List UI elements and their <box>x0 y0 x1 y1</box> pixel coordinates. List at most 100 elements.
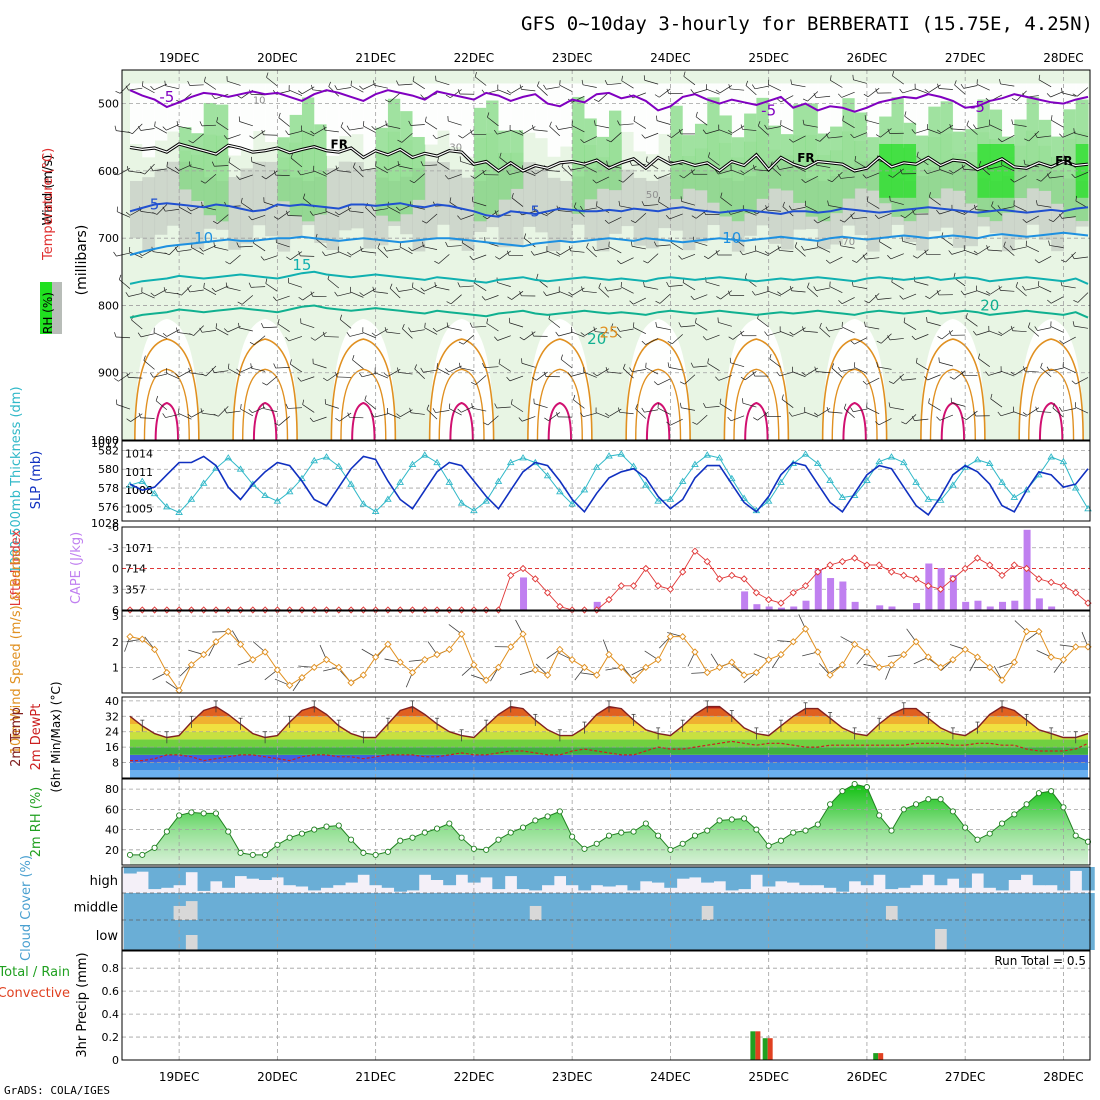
wind-barb <box>313 170 327 177</box>
thickness-point <box>715 454 724 461</box>
wind-barb-flag <box>978 353 981 359</box>
thickness-tick: 578 <box>98 482 119 495</box>
wind-barb <box>928 84 941 93</box>
wind-barb <box>607 371 622 374</box>
cloud-bar-middle <box>271 893 285 920</box>
cloud-bar-middle <box>541 893 555 920</box>
day-label-top: 26DEC <box>847 51 887 65</box>
panel-frame <box>121 950 1091 1061</box>
wind-barb <box>189 84 204 86</box>
wind-barb <box>963 168 978 171</box>
cloud-bar-high <box>381 867 395 888</box>
wind-barb-flag <box>916 151 919 157</box>
wind-barb <box>461 406 475 413</box>
wind-barb-flag <box>213 242 215 248</box>
wind-barb <box>672 334 683 345</box>
thickness-point <box>1010 493 1019 500</box>
lifted-tick: 3 <box>112 583 119 596</box>
thickness-point <box>470 506 478 514</box>
wind-barb <box>436 325 450 332</box>
wind-speed-point <box>961 645 969 654</box>
wind-barb-flag <box>347 412 350 418</box>
wind-barb <box>177 249 192 252</box>
wind-barb <box>325 403 339 409</box>
wind-barb <box>486 210 499 220</box>
thickness-point <box>249 480 257 487</box>
wind-barb <box>964 249 978 256</box>
wind-barb-flag <box>876 361 879 368</box>
cape-bar <box>765 606 773 610</box>
wind-barb <box>128 377 143 379</box>
wind-barb-flag <box>924 89 930 93</box>
isotherm-35-lobe <box>449 401 474 441</box>
wind-barb <box>571 331 585 338</box>
isotherm-minus5-line <box>129 89 1089 113</box>
wind-barb <box>438 254 450 264</box>
thickness-point <box>433 458 441 466</box>
wind-barb <box>656 120 671 125</box>
wind-barb-flag <box>285 336 289 342</box>
cloud-bar-middle <box>885 893 899 906</box>
cloud-bar-low <box>787 920 800 950</box>
wind-barb <box>819 131 831 142</box>
precip-tick: 0.6 <box>102 985 120 998</box>
wind-barb-flag <box>596 201 598 207</box>
rh-point <box>225 828 232 835</box>
wind-barb <box>1026 245 1040 252</box>
precip-total-bar <box>762 1038 768 1060</box>
wind-barb <box>386 248 401 252</box>
rh-point <box>286 834 293 841</box>
wind-barb-flag <box>487 112 490 118</box>
wind-barb-flag <box>776 165 780 170</box>
wind-barb <box>204 81 217 90</box>
rh-gray-band <box>547 177 561 251</box>
wind-barb <box>389 92 401 103</box>
wind-speed-point <box>924 653 932 661</box>
wind-barb <box>1038 285 1052 293</box>
wind-barb-10m <box>165 681 180 691</box>
wind-barb-flag <box>389 283 393 289</box>
wind-barb-flag <box>838 173 842 179</box>
wind-barb-flag <box>240 197 243 203</box>
wind-barb-flag <box>469 322 473 328</box>
wind-barb <box>582 84 597 88</box>
wind-barb-flag <box>155 395 159 401</box>
cloud-bar-low <box>123 920 137 950</box>
wind-barb <box>633 297 646 305</box>
wind-barb <box>707 362 720 372</box>
wind-barb-flag <box>114 332 117 338</box>
cloud-bar-middle <box>946 893 960 920</box>
wind-barb-flag <box>248 282 252 288</box>
wind-barb-flag <box>864 321 866 327</box>
wind-barb <box>140 128 155 131</box>
wind-barb-flag <box>164 252 170 256</box>
wind-barb-flag <box>346 125 350 131</box>
wind-barb-10m <box>1014 620 1027 632</box>
thickness-point <box>899 458 908 466</box>
rh-point <box>986 830 993 837</box>
wind-speed-point <box>556 645 564 654</box>
cloud-bar-low <box>209 920 223 950</box>
rh-tick: 60 <box>105 803 119 816</box>
cloud-bar-high <box>873 867 886 875</box>
wind-barb-flag <box>972 330 977 336</box>
wind-barb <box>902 378 917 381</box>
wind-barb <box>693 365 708 368</box>
temp-tick: 40 <box>105 695 119 708</box>
wind-barb <box>805 205 818 213</box>
wind-barb-10m <box>292 677 303 692</box>
wind-barb-flag <box>482 215 488 220</box>
rh-green-band <box>301 97 315 222</box>
wind-barb-flag <box>261 323 264 328</box>
wind-barb <box>509 375 524 382</box>
wind-barb-flag <box>519 130 524 134</box>
wind-barb-flag <box>901 421 906 425</box>
wind-speed-point <box>654 656 662 664</box>
rh-gray-band <box>633 177 647 246</box>
wind-barb-flag <box>586 242 589 248</box>
rh-dry-band <box>265 83 278 142</box>
wind-barb-flag <box>448 403 451 409</box>
day-label-top: 28DEC <box>1043 51 1083 65</box>
lifted-index-point <box>777 599 785 607</box>
